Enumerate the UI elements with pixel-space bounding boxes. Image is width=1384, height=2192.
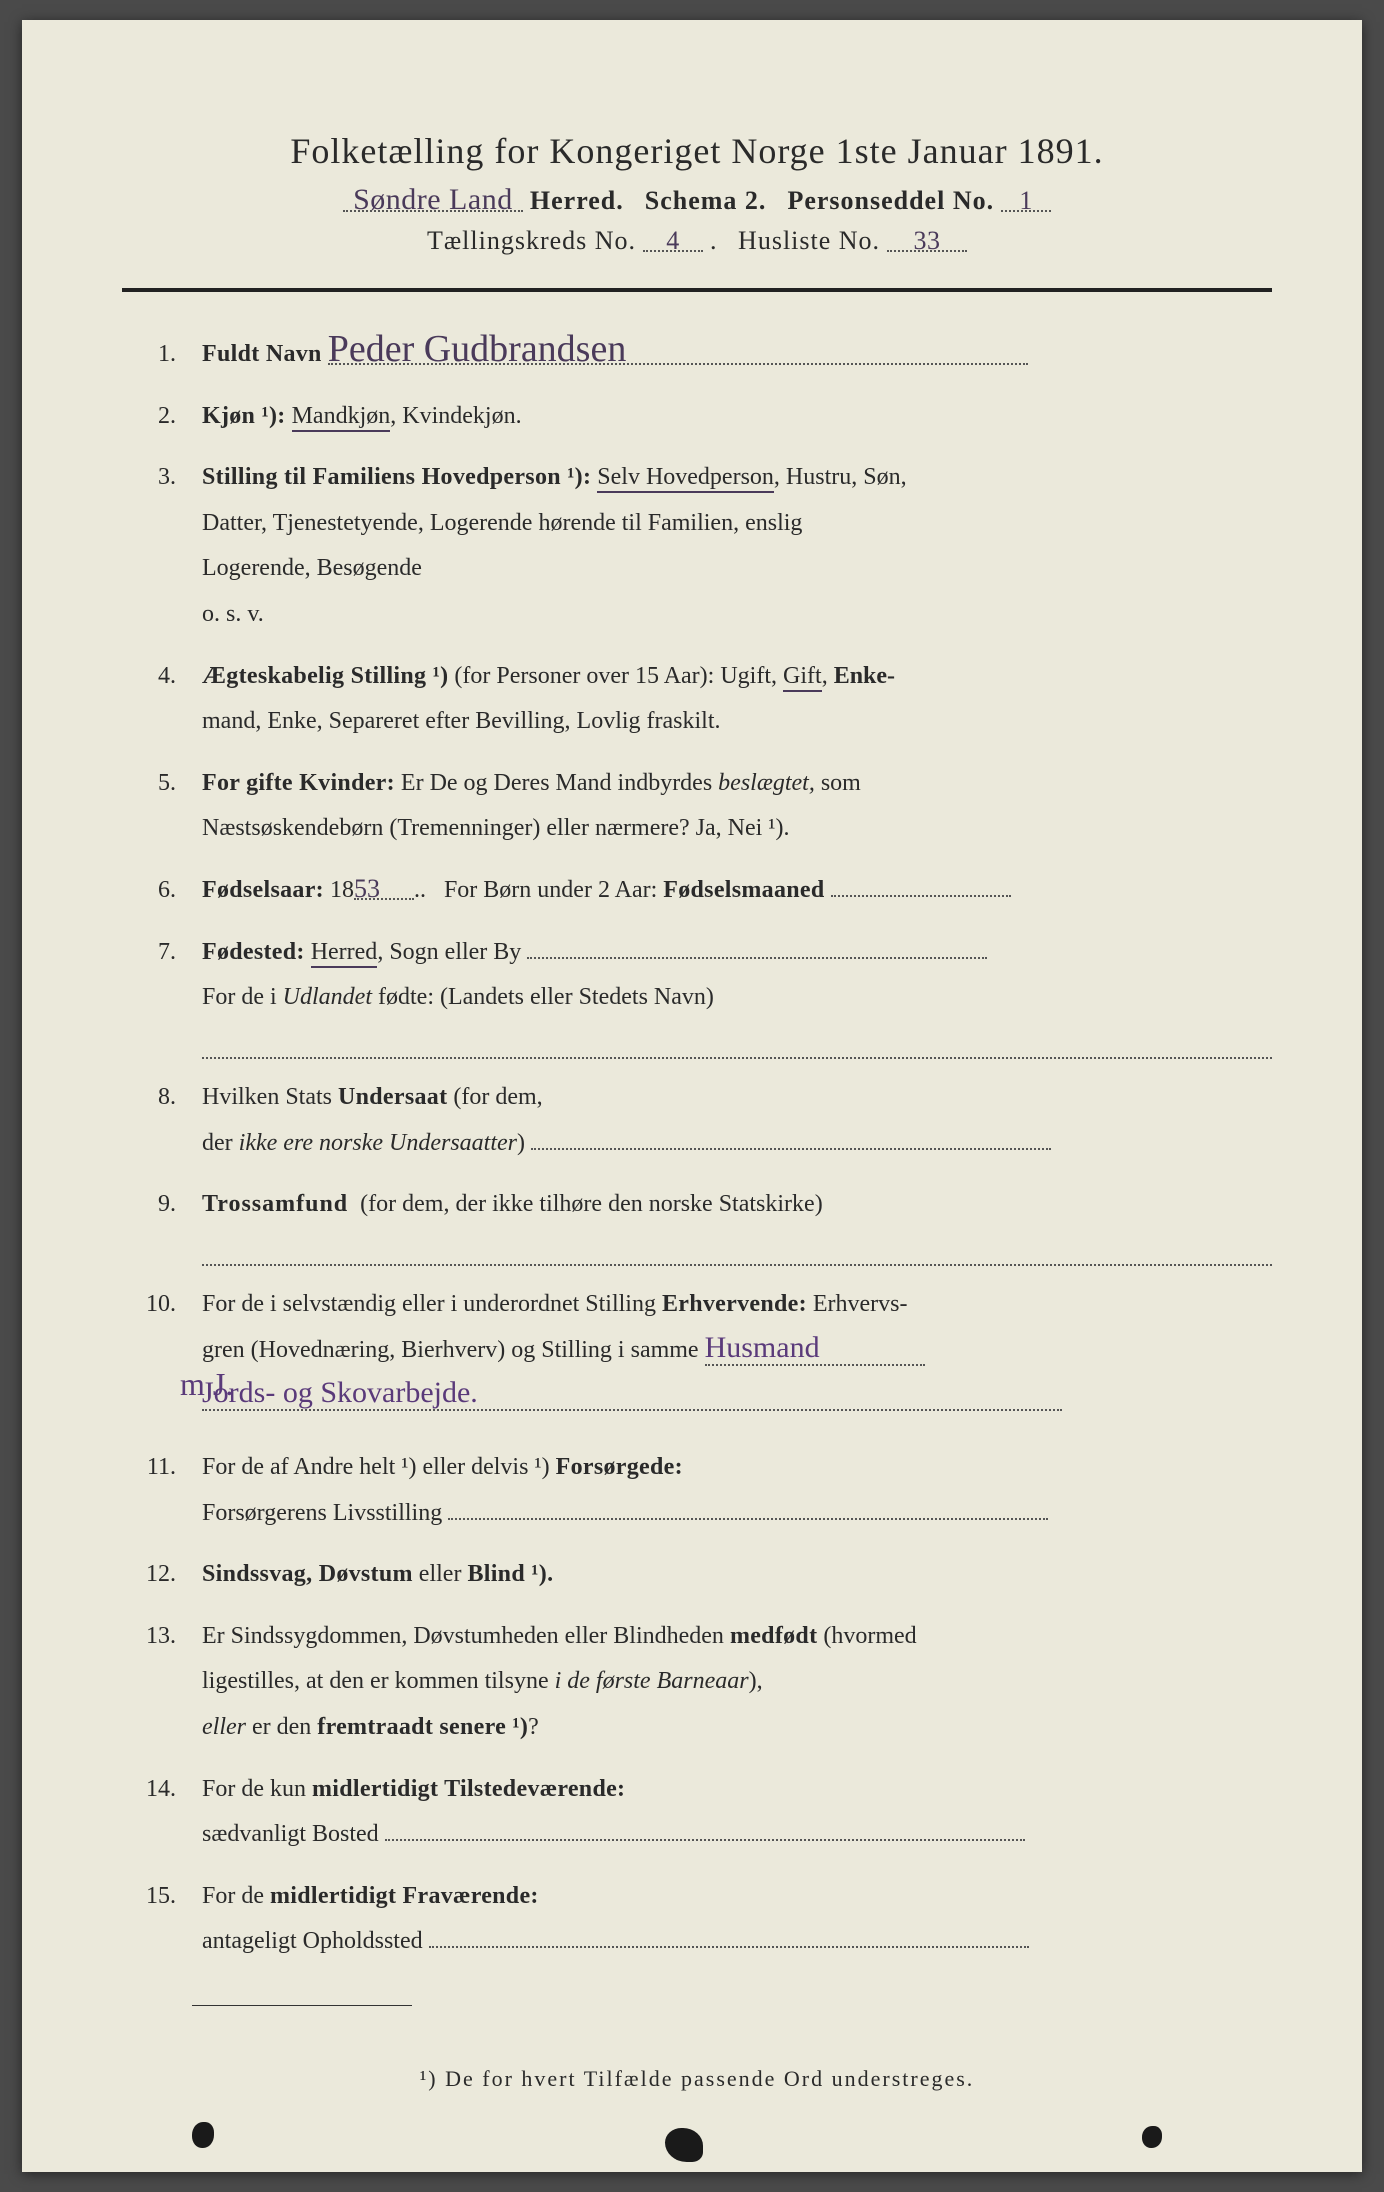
page-title: Folketælling for Kongeriget Norge 1ste J… — [122, 130, 1272, 172]
item-3: 3. Stilling til Familiens Hovedperson ¹)… — [140, 455, 1272, 637]
whereabouts-blank — [429, 1946, 1029, 1948]
citizenship-blank — [531, 1148, 1051, 1150]
birthplace-blank — [527, 957, 987, 959]
provider-blank — [448, 1518, 1048, 1520]
selected-marital: Gift — [783, 663, 822, 692]
religion-blank — [202, 1228, 1272, 1266]
header-rule — [122, 288, 1272, 292]
binding-hole-icon — [192, 2122, 214, 2148]
item-7: 7. Fødested: Herred, Sogn eller By For d… — [140, 930, 1272, 1060]
item-8: 8. Hvilken Stats Undersaat (for dem, der… — [140, 1075, 1272, 1166]
husliste-no: 33 — [887, 232, 967, 252]
form-items: 1. Fuldt Navn Peder Gudbrandsen 2. Kjøn … — [122, 332, 1272, 1965]
footnote-rule — [192, 2005, 412, 2006]
item-13: 13. Er Sindssygdommen, Døvstumheden elle… — [140, 1614, 1272, 1751]
header-line-2: Søndre Land Herred. Schema 2. Personsedd… — [122, 186, 1272, 216]
item-11: 11. For de af Andre helt ¹) eller delvis… — [140, 1445, 1272, 1536]
full-name-handwritten: Peder Gudbrandsen — [328, 336, 1028, 365]
birth-month-blank — [831, 895, 1011, 897]
item-4: 4. Ægteskabelig Stilling ¹) (for Persone… — [140, 654, 1272, 745]
item-6: 6. Fødselsaar: 1853.. For Børn under 2 A… — [140, 868, 1272, 914]
selected-relation: Selv Hovedperson — [597, 464, 774, 493]
selected-birthplace-type: Herred — [311, 939, 378, 968]
footnote-text: ¹) De for hvert Tilfælde passende Ord un… — [122, 2066, 1272, 2092]
item-5: 5. For gifte Kvinder: Er De og Deres Man… — [140, 761, 1272, 852]
birth-year-hw: 53 — [354, 880, 414, 900]
item-12: 12. Sindssvag, Døvstum eller Blind ¹). — [140, 1552, 1272, 1598]
item-2: 2. Kjøn ¹): Mandkjøn, Kvindekjøn. — [140, 394, 1272, 440]
margin-note-hw: m J. — [180, 1354, 233, 1415]
item-1: 1. Fuldt Navn Peder Gudbrandsen — [140, 332, 1272, 378]
item-14: 14. For de kun midlertidigt Tilstedevære… — [140, 1767, 1272, 1858]
item-10: m J. 10. For de i selvstændig eller i un… — [140, 1282, 1272, 1419]
binding-hole-icon — [1142, 2126, 1162, 2148]
item-15: 15. For de midlertidigt Fraværende: anta… — [140, 1874, 1272, 1965]
header-line-3: Tællingskreds No. 4 . Husliste No. 33 — [122, 226, 1272, 256]
census-form-page: Folketælling for Kongeriget Norge 1ste J… — [22, 20, 1362, 2172]
usual-residence-blank — [385, 1839, 1025, 1841]
selected-sex: Mandkjøn — [292, 403, 391, 432]
foreign-birthplace-blank — [202, 1021, 1272, 1059]
personseddel-no: 1 — [1001, 192, 1051, 212]
occupation-hw-1: Husmand — [705, 1331, 925, 1366]
item-9: 9. Trossamfund (for dem, der ikke tilhør… — [140, 1182, 1272, 1266]
occupation-hw-2: Jords- og Skovarbejde. — [202, 1376, 1062, 1411]
kreds-no: 4 — [643, 232, 703, 252]
herred-handwritten: Søndre Land — [343, 189, 523, 212]
binding-hole-icon — [665, 2128, 703, 2162]
